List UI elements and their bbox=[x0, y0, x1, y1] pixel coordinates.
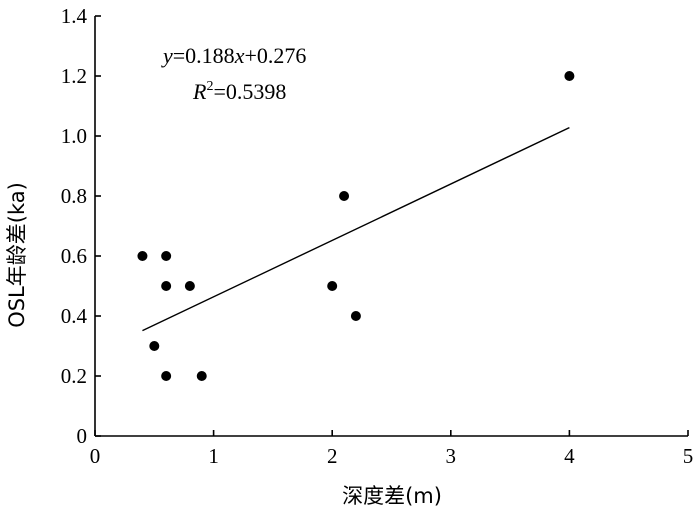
x-tick-label: 2 bbox=[327, 444, 338, 468]
y-tick-label: 0.4 bbox=[61, 304, 88, 328]
data-point bbox=[339, 191, 350, 201]
equation-intercept: +0.276 bbox=[244, 43, 306, 68]
r-squared-value: =0.5398 bbox=[213, 79, 286, 104]
data-point bbox=[184, 281, 195, 291]
data-point bbox=[161, 251, 172, 261]
x-tick-label: 3 bbox=[446, 444, 457, 468]
y-tick-label: 1.2 bbox=[61, 64, 87, 88]
plot-area: 0 0.2 0.4 0.6 0.8 1.0 1.2 1.4 0 1 2 3 4 5 bbox=[61, 4, 694, 468]
data-point bbox=[327, 281, 338, 291]
x-tick-label: 5 bbox=[683, 444, 694, 468]
trendline bbox=[142, 126, 570, 332]
x-tick-label: 1 bbox=[208, 444, 219, 468]
x-axis-title: 深度差(m) bbox=[342, 484, 442, 508]
y-tick-label: 0 bbox=[77, 424, 88, 448]
data-point bbox=[350, 311, 361, 321]
y-tick-label: 0.2 bbox=[61, 364, 87, 388]
data-point bbox=[161, 371, 172, 381]
equation-y-var: y bbox=[161, 43, 173, 68]
data-point bbox=[161, 281, 172, 291]
y-tick-label: 0.6 bbox=[61, 244, 87, 268]
x-tick-label: 0 bbox=[90, 444, 101, 468]
y-tick-label: 1.0 bbox=[61, 124, 87, 148]
data-point bbox=[149, 341, 160, 351]
r-squared-label: R2=0.5398 bbox=[192, 79, 286, 104]
r-squared-superscript: 2 bbox=[206, 79, 213, 94]
data-point bbox=[137, 251, 148, 261]
r-squared-symbol: R bbox=[192, 79, 207, 104]
x-tick-label: 4 bbox=[564, 444, 575, 468]
y-axis-title: OSL年龄差(ka) bbox=[5, 182, 29, 328]
data-point bbox=[196, 371, 207, 381]
y-tick-label: 1.4 bbox=[61, 4, 88, 28]
regression-equation: y=0.188x+0.276 bbox=[161, 43, 306, 68]
y-tick-label: 0.8 bbox=[61, 184, 87, 208]
equation-slope: =0.188 bbox=[173, 43, 235, 68]
equation-x-var: x bbox=[234, 43, 245, 68]
data-point bbox=[564, 71, 575, 81]
